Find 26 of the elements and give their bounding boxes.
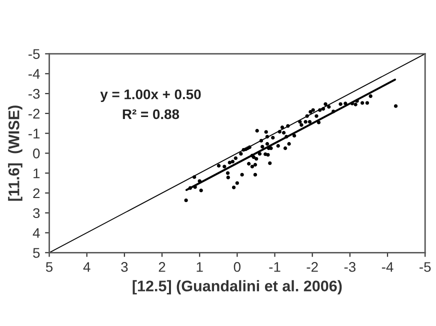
y-tick-label: 5 [33, 248, 40, 258]
y-tick-label: -2 [28, 108, 40, 118]
y-axis-title: [11.6] (WISE) [8, 106, 22, 201]
x-tick-label: 1 [196, 262, 203, 272]
x-tick-label: 4 [83, 262, 90, 272]
x-tick-label: -4 [382, 262, 394, 272]
x-tick-label: 5 [46, 262, 53, 272]
x-tick-label: -5 [420, 262, 431, 272]
annotation: y = 1.00x + 0.50 [100, 89, 201, 102]
y-tick-label: -4 [28, 69, 40, 79]
x-tick-label: 0 [234, 262, 241, 272]
y-tick-label: 4 [32, 228, 40, 238]
y-tick-label: -5 [28, 49, 40, 59]
x-tick-label: -1 [269, 262, 280, 272]
y-tick-label: 0 [33, 148, 40, 158]
x-tick-label: -3 [344, 262, 356, 272]
y-tick-label: 2 [33, 188, 40, 198]
x-axis-title: [12.5] (Guandalini et al. 2006) [132, 280, 342, 294]
x-tick-label: -2 [306, 262, 318, 272]
y-tick-label: 1 [34, 168, 40, 178]
x-tick-label: 2 [158, 262, 166, 272]
annotation: R² = 0.88 [122, 109, 180, 120]
x-tick-label: 3 [121, 262, 128, 272]
y-tick-label: -3 [28, 88, 40, 99]
y-tick-label: 3 [33, 208, 40, 218]
y-tick-label: -1 [28, 128, 40, 138]
